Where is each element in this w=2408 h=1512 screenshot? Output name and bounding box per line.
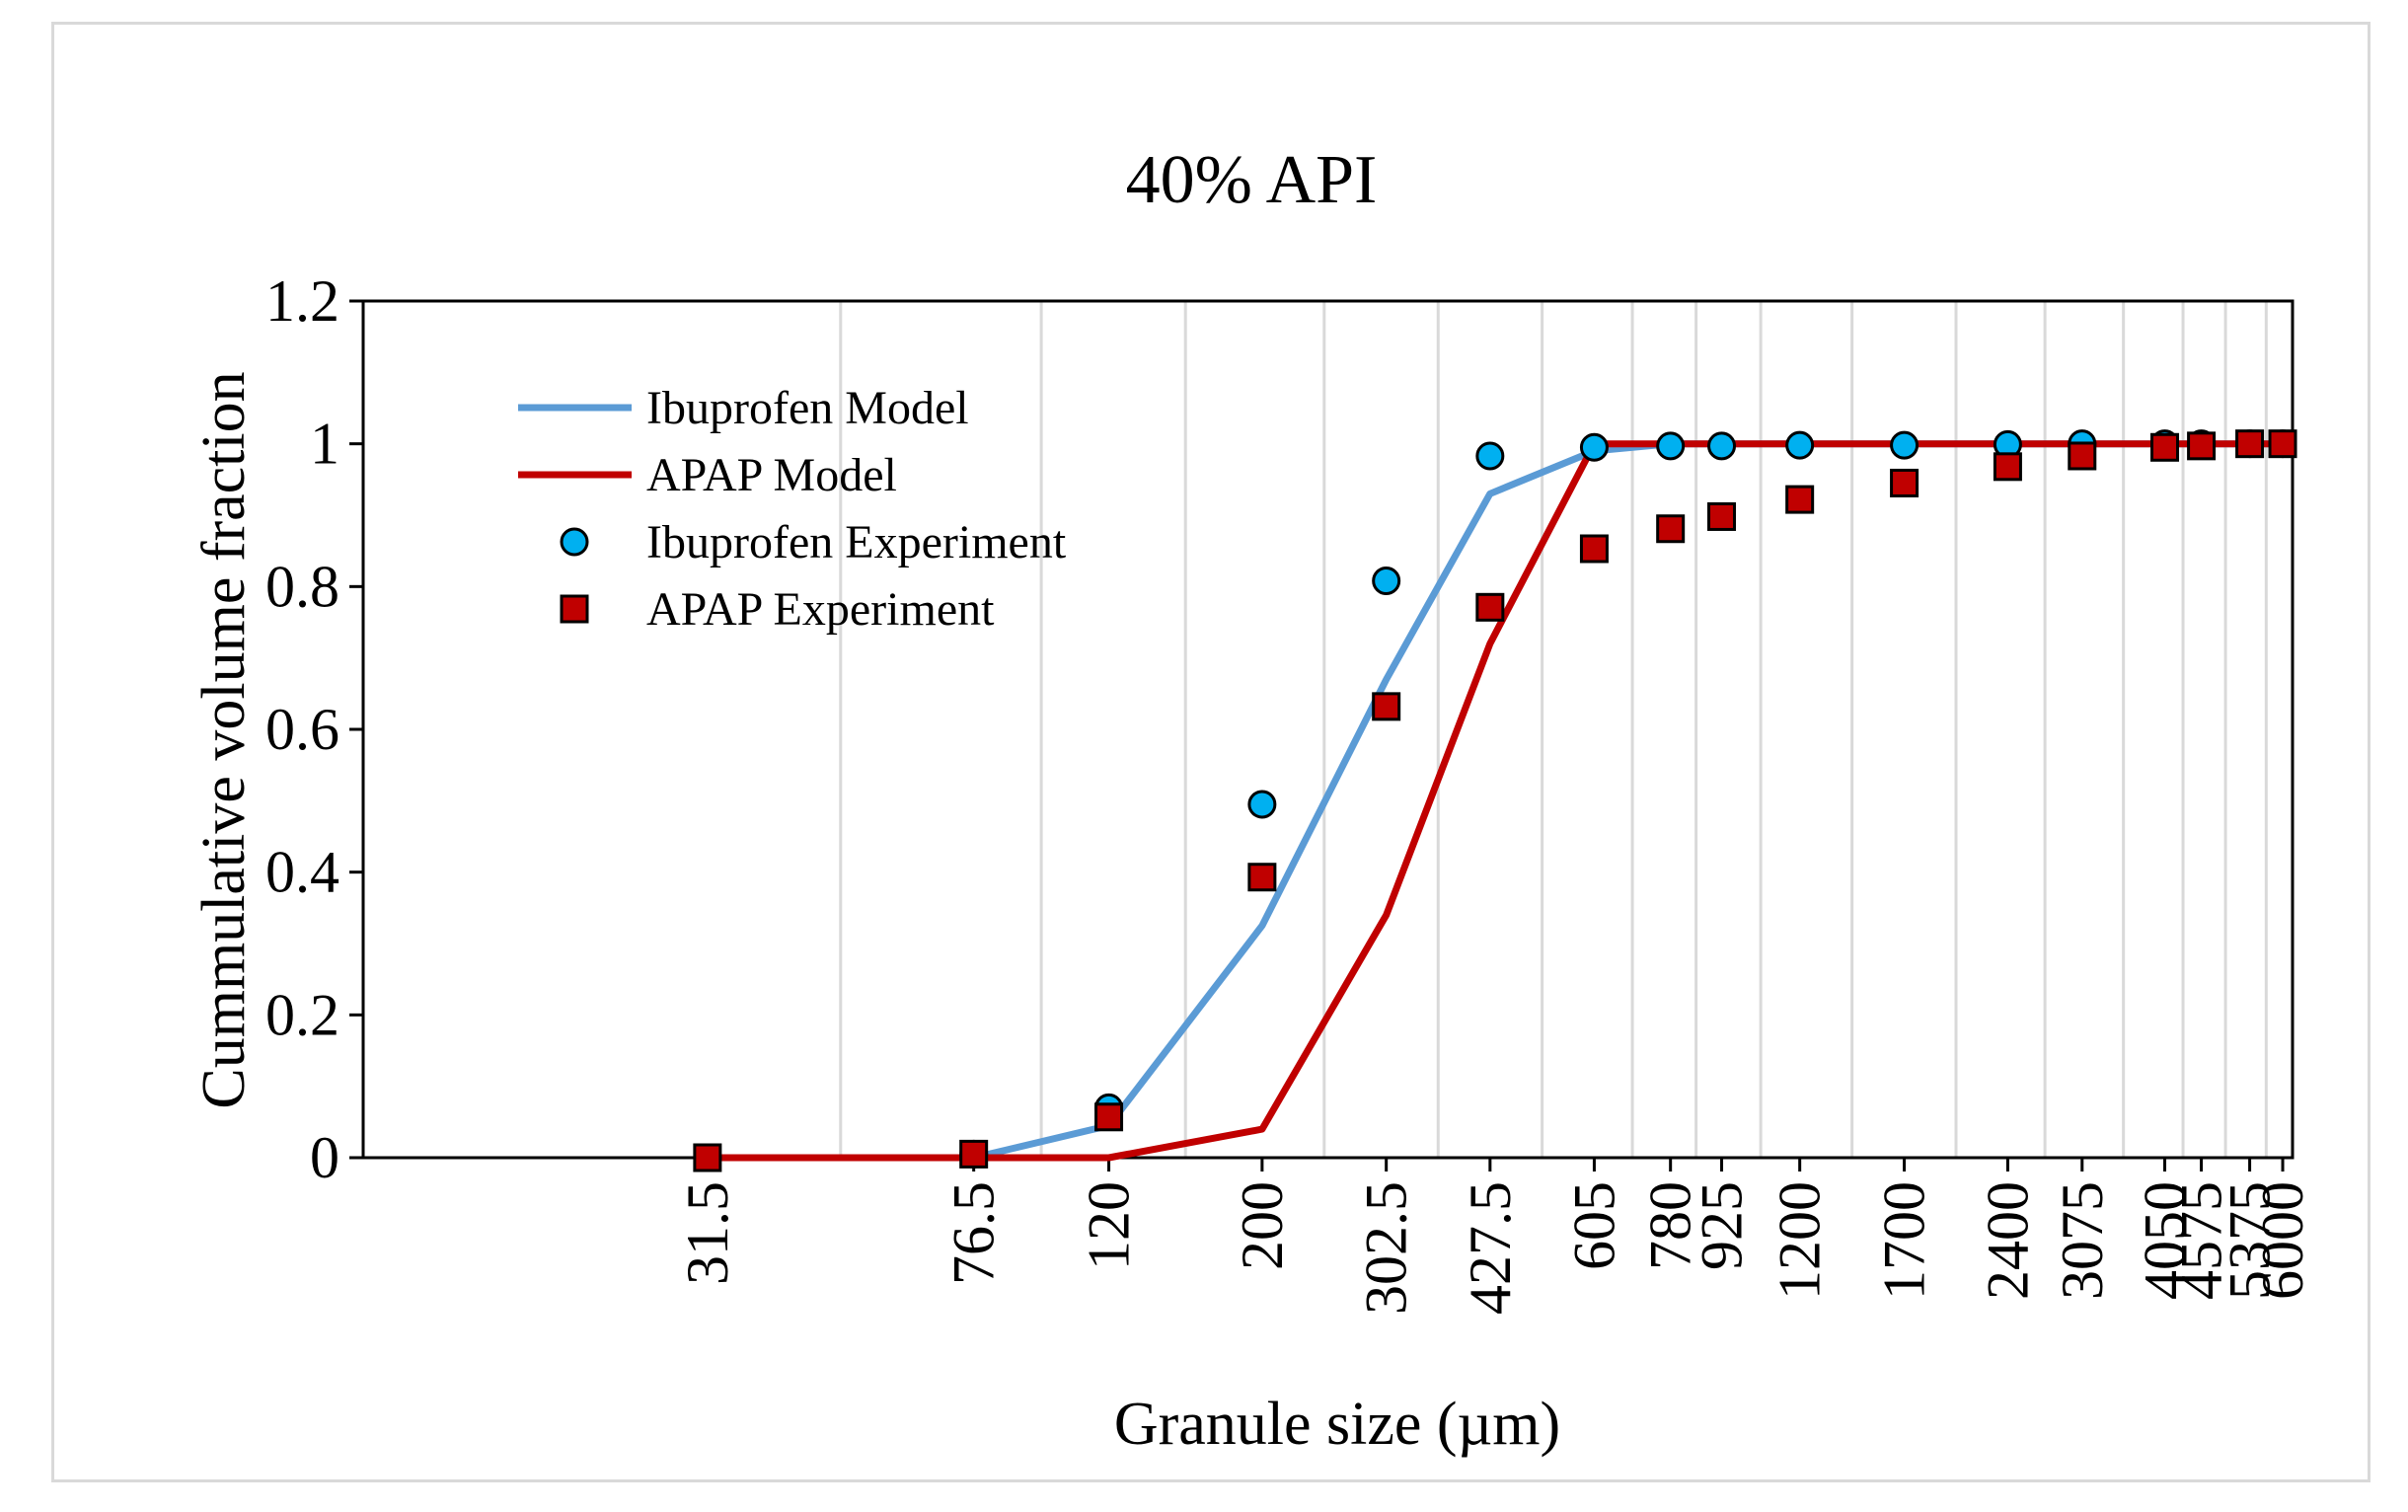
x-tick-label: 427.5 (1458, 1181, 1523, 1315)
y-tick-label: 1.2 (265, 268, 339, 334)
y-tick-label: 0.2 (265, 982, 339, 1047)
x-tick-label: 780 (1638, 1181, 1703, 1270)
y-axis: 0 0.2 0.4 0.6 0.8 1 1.2 (265, 268, 363, 1190)
y-tick-label: 0.8 (265, 554, 339, 619)
series-layer (693, 429, 2297, 1172)
legend-swatch (560, 527, 589, 557)
x-tick-label: 1700 (1872, 1181, 1937, 1300)
legend-label: Ibuprofen Model (646, 382, 969, 434)
x-tick-label: 6000 (2250, 1181, 2315, 1300)
point-ibuprofen-experiment (1247, 790, 1277, 819)
y-tick-label: 0.6 (265, 697, 339, 762)
point-ibuprofen-experiment (1372, 567, 1401, 596)
chart-frame: 40% API 0 0.2 0.4 0.6 0.8 1 1.2 31.5 76.5 120 200… (51, 22, 2370, 1482)
chart: 40% API 0 0.2 0.4 0.6 0.8 1 1.2 31.5 76.5 120 200… (190, 142, 2315, 1458)
point-ibuprofen-experiment (1475, 441, 1505, 471)
y-tick-label: 0 (310, 1125, 339, 1190)
point-apap-experiment (693, 1143, 722, 1172)
gridlines (839, 301, 2268, 1158)
x-tick-label: 76.5 (941, 1181, 1007, 1285)
point-apap-experiment (2268, 429, 2297, 459)
x-tick-label: 302.5 (1354, 1181, 1419, 1315)
y-tick-label: 0.4 (265, 840, 339, 905)
point-ibuprofen-experiment (1890, 430, 1919, 460)
point-apap-experiment (1656, 514, 1686, 544)
point-apap-experiment (1707, 501, 1737, 531)
x-axis-label: Granule size (µm) (1114, 1391, 1560, 1458)
y-tick-label: 1 (310, 412, 339, 477)
point-apap-experiment (2068, 441, 2097, 471)
x-tick-label: 31.5 (675, 1181, 740, 1285)
legend-label: Ibuprofen Experiment (646, 516, 1067, 568)
point-apap-experiment (1475, 592, 1505, 622)
point-apap-experiment (1247, 863, 1277, 892)
point-apap-experiment (2150, 432, 2180, 462)
point-ibuprofen-experiment (1785, 430, 1815, 460)
point-apap-experiment (959, 1139, 989, 1169)
x-tick-label: 2400 (1975, 1181, 2040, 1300)
point-apap-experiment (1785, 485, 1815, 514)
legend-label: APAP Experiment (646, 583, 995, 636)
x-tick-label: 1200 (1768, 1181, 1833, 1300)
point-apap-experiment (2235, 429, 2265, 459)
point-apap-experiment (1094, 1102, 1124, 1132)
point-apap-experiment (1579, 534, 1609, 564)
point-apap-experiment (1372, 692, 1401, 721)
legend-swatch (560, 594, 589, 624)
x-tick-label: 925 (1690, 1181, 1755, 1270)
x-tick-label: 120 (1077, 1181, 1142, 1270)
x-tick-label: 3075 (2050, 1181, 2115, 1300)
point-ibuprofen-experiment (1656, 431, 1686, 461)
chart-title: 40% API (1126, 142, 1378, 218)
legend: Ibuprofen Model APAP Model Ibuprofen Exper… (518, 382, 1067, 636)
point-apap-experiment (1890, 468, 1919, 497)
x-tick-label: 605 (1561, 1181, 1626, 1270)
x-tick-label: 5375 (2218, 1181, 2283, 1300)
point-ibuprofen-experiment (1707, 431, 1737, 461)
y-axis-label: Cummulative volume fraction (190, 371, 258, 1108)
point-ibuprofen-experiment (1579, 432, 1609, 462)
point-apap-experiment (1993, 452, 2022, 482)
x-tick-label: 200 (1230, 1181, 1295, 1270)
point-apap-experiment (2187, 431, 2217, 461)
x-tick-label: 4575 (2169, 1181, 2234, 1300)
legend-label: APAP Model (646, 449, 897, 501)
x-tick-label: 4050 (2133, 1181, 2198, 1300)
